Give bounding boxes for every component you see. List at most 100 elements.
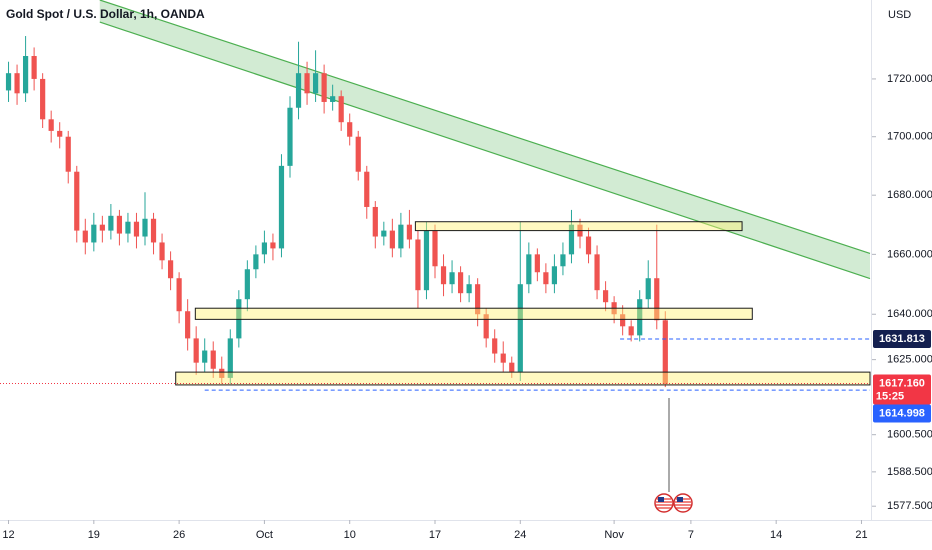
candle-body xyxy=(312,73,319,94)
x-tick-label: 24 xyxy=(514,529,526,541)
x-tick-label: 10 xyxy=(344,529,356,541)
currency-label: USD xyxy=(888,9,911,21)
candle-body xyxy=(432,230,438,267)
candle-body xyxy=(227,338,233,378)
candle-body xyxy=(347,122,353,137)
price-tag-label: 1614.998 xyxy=(879,407,925,419)
candle-body xyxy=(637,299,643,336)
x-tick-label: 21 xyxy=(855,529,867,541)
candle-body xyxy=(244,269,250,300)
candle-body xyxy=(22,56,29,94)
candle-body xyxy=(457,272,464,294)
candle-body xyxy=(645,278,651,300)
event-icon[interactable] xyxy=(673,493,693,513)
candle-body xyxy=(150,218,157,243)
plot-area xyxy=(0,0,871,391)
x-tick-label: Oct xyxy=(256,529,273,541)
candle-body xyxy=(483,314,489,339)
zone xyxy=(414,221,743,232)
candle-body xyxy=(389,230,395,249)
y-tick-label: 1600.500 xyxy=(887,429,932,441)
candle-body xyxy=(534,254,540,273)
x-tick-label: 12 xyxy=(2,529,14,541)
candle-body xyxy=(517,284,523,372)
candle-body xyxy=(116,215,123,234)
y-tick-label: 1680.000 xyxy=(887,189,932,201)
price-tag xyxy=(873,329,931,348)
candle-body xyxy=(40,78,46,120)
y-tick-label: 1625.000 xyxy=(887,354,932,366)
candle-body xyxy=(159,242,165,261)
event-icon[interactable] xyxy=(654,493,674,513)
price-tag-label: 1631.813 xyxy=(879,333,925,345)
candle-body xyxy=(133,221,140,237)
candle-body xyxy=(82,230,88,243)
candle-body xyxy=(14,73,20,94)
x-tick-label: 19 xyxy=(88,529,100,541)
candle-body xyxy=(253,254,259,270)
candle-body xyxy=(125,221,131,234)
candle-body xyxy=(560,254,566,267)
candle-body xyxy=(594,254,600,291)
candle-body xyxy=(219,368,225,378)
channel-fill xyxy=(99,0,870,279)
y-tick-label: 1660.000 xyxy=(887,248,932,260)
flag-canton[interactable] xyxy=(677,497,683,502)
x-tick-label: 17 xyxy=(429,529,441,541)
event-circle[interactable] xyxy=(673,493,693,513)
candle-body xyxy=(602,290,609,303)
candle-body xyxy=(628,326,634,336)
candle-body xyxy=(270,242,276,249)
y-tick-label: 1720.000 xyxy=(887,73,932,85)
candle-body xyxy=(440,266,447,285)
x-tick-label: Nov xyxy=(604,529,624,541)
candle-body xyxy=(475,284,481,315)
candle-body xyxy=(57,130,63,137)
candle-body xyxy=(364,171,370,207)
candle-body xyxy=(31,56,37,79)
candle-body xyxy=(48,119,54,131)
candle-body xyxy=(287,107,293,166)
candle-body xyxy=(585,236,592,255)
axes: 1720.000 1700.000 1680.000 1660.000 1640.000… xyxy=(2,73,932,541)
candle-body xyxy=(526,254,532,285)
x-tick-label: 26 xyxy=(173,529,185,541)
candle-body xyxy=(543,272,549,285)
candle-body xyxy=(261,242,268,255)
candle-body xyxy=(355,136,361,172)
chart-title: Gold Spot / U.S. Dollar, 1h, OANDA xyxy=(6,7,205,21)
candle-body xyxy=(108,215,114,231)
flag-canton[interactable] xyxy=(658,497,664,502)
candle-body xyxy=(295,73,302,108)
candle-body xyxy=(415,239,421,291)
candle-body xyxy=(74,171,80,231)
candle-body xyxy=(91,224,97,243)
candle-body xyxy=(423,230,430,291)
candle-body xyxy=(338,96,344,123)
candle-body xyxy=(372,206,378,237)
countdown-label: 15:25 xyxy=(876,390,904,402)
candle-body xyxy=(492,338,498,354)
candle-body xyxy=(620,314,626,327)
zone xyxy=(175,371,871,386)
candle-body xyxy=(466,284,472,294)
price-tag xyxy=(873,374,931,405)
y-tick-label: 1588.500 xyxy=(887,466,932,478)
candle-body xyxy=(304,73,310,94)
candle-body xyxy=(236,299,242,339)
candle-body xyxy=(278,165,285,249)
candle-body xyxy=(5,73,12,91)
candle-body xyxy=(202,350,208,363)
candle-body xyxy=(449,272,455,285)
candle-body xyxy=(210,350,216,369)
candle-body xyxy=(99,224,105,231)
candle-body xyxy=(142,218,148,237)
candle-body xyxy=(509,362,515,372)
zone xyxy=(194,307,753,320)
x-tick-label: 7 xyxy=(688,529,694,541)
y-tick-label: 1640.000 xyxy=(887,308,932,320)
channel-line xyxy=(99,0,871,255)
